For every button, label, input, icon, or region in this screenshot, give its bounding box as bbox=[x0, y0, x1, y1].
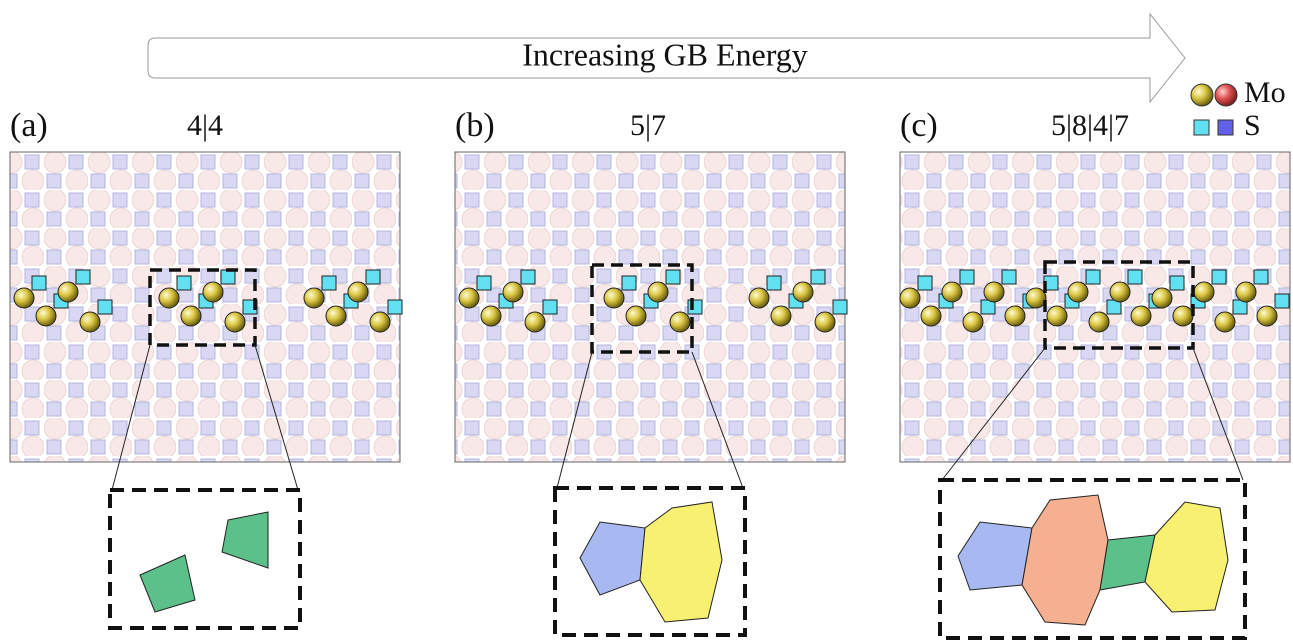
gb-molybdenum bbox=[181, 306, 201, 326]
gb-molybdenum bbox=[1026, 288, 1046, 308]
gb-molybdenum bbox=[1089, 312, 1109, 332]
gb-sulfur bbox=[1254, 270, 1268, 284]
legend-s-icon bbox=[1218, 120, 1233, 135]
gb-sulfur bbox=[177, 276, 191, 290]
gb-sulfur bbox=[366, 270, 380, 284]
gb-molybdenum bbox=[1131, 306, 1151, 326]
gb-molybdenum bbox=[80, 312, 100, 332]
gb-sulfur bbox=[1170, 276, 1184, 290]
gb-molybdenum bbox=[1152, 288, 1172, 308]
gb-molybdenum bbox=[1047, 306, 1067, 326]
figure: Increasing GB Energy Mo S (a) 4|4 (b) 5|… bbox=[0, 0, 1293, 642]
gb-sulfur bbox=[477, 276, 491, 290]
gb-molybdenum bbox=[900, 288, 920, 308]
gb-sulfur bbox=[543, 300, 557, 314]
gb-molybdenum bbox=[942, 282, 962, 302]
gb-molybdenum bbox=[58, 282, 78, 302]
gb-sulfur bbox=[833, 300, 847, 314]
gb-molybdenum bbox=[36, 306, 56, 326]
gb-molybdenum bbox=[815, 312, 835, 332]
gb-sulfur bbox=[1086, 270, 1100, 284]
gb-sulfur bbox=[521, 270, 535, 284]
gb-molybdenum bbox=[984, 282, 1004, 302]
gb-molybdenum bbox=[503, 282, 523, 302]
gb-molybdenum bbox=[1173, 306, 1193, 326]
gb-sulfur bbox=[811, 270, 825, 284]
gb-molybdenum bbox=[326, 306, 346, 326]
gb-molybdenum bbox=[1068, 282, 1088, 302]
gb-sulfur bbox=[98, 300, 112, 314]
legend-s-icon bbox=[1194, 120, 1209, 135]
gb-molybdenum bbox=[1005, 306, 1025, 326]
gb-molybdenum bbox=[604, 288, 624, 308]
gb-sulfur bbox=[322, 276, 336, 290]
panel-label: (c) bbox=[900, 107, 938, 144]
gb-molybdenum bbox=[370, 312, 390, 332]
gb-sulfur bbox=[918, 276, 932, 290]
gb-sulfur bbox=[1212, 270, 1226, 284]
gb-molybdenum bbox=[14, 288, 34, 308]
gb-molybdenum bbox=[648, 282, 668, 302]
arrow-label: Increasing GB Energy bbox=[522, 36, 808, 72]
gb-sulfur bbox=[1275, 294, 1289, 308]
gb-molybdenum bbox=[921, 306, 941, 326]
gb-molybdenum bbox=[525, 312, 545, 332]
legend-mo-icon bbox=[1215, 84, 1237, 106]
gb-molybdenum bbox=[963, 312, 983, 332]
legend-label: S bbox=[1244, 109, 1261, 142]
gb-molybdenum bbox=[749, 288, 769, 308]
lattice-panel bbox=[900, 152, 1290, 462]
gb-sulfur bbox=[32, 276, 46, 290]
gb-molybdenum bbox=[481, 306, 501, 326]
gb-molybdenum bbox=[304, 288, 324, 308]
gb-sulfur bbox=[388, 300, 402, 314]
gb-molybdenum bbox=[459, 288, 479, 308]
gb-molybdenum bbox=[1257, 306, 1277, 326]
panel-label: (a) bbox=[10, 107, 48, 144]
gb-molybdenum bbox=[203, 282, 223, 302]
gb-molybdenum bbox=[670, 312, 690, 332]
panel-title: 4|4 bbox=[187, 109, 223, 142]
gb-sulfur bbox=[767, 276, 781, 290]
gb-molybdenum bbox=[771, 306, 791, 326]
panel-title: 5|8|4|7 bbox=[1051, 109, 1129, 142]
gb-molybdenum bbox=[793, 282, 813, 302]
gb-molybdenum bbox=[626, 306, 646, 326]
gb-sulfur bbox=[221, 270, 235, 284]
gb-molybdenum bbox=[348, 282, 368, 302]
panels bbox=[10, 152, 1290, 462]
gb-sulfur bbox=[76, 270, 90, 284]
panel-title: 5|7 bbox=[630, 109, 666, 142]
gb-sulfur bbox=[688, 300, 702, 314]
gb-molybdenum bbox=[1236, 282, 1256, 302]
gb-molybdenum bbox=[1194, 282, 1214, 302]
gb-molybdenum bbox=[225, 312, 245, 332]
gb-sulfur bbox=[1002, 270, 1016, 284]
legend-mo-icon bbox=[1191, 84, 1213, 106]
gb-sulfur bbox=[622, 276, 636, 290]
gb-molybdenum bbox=[1215, 312, 1235, 332]
panel-label: (b) bbox=[455, 107, 495, 144]
gb-molybdenum bbox=[159, 288, 179, 308]
legend-label: Mo bbox=[1244, 76, 1286, 109]
gb-sulfur bbox=[960, 270, 974, 284]
gb-molybdenum bbox=[1110, 282, 1130, 302]
gb-sulfur bbox=[1128, 270, 1142, 284]
gb-sulfur bbox=[666, 270, 680, 284]
